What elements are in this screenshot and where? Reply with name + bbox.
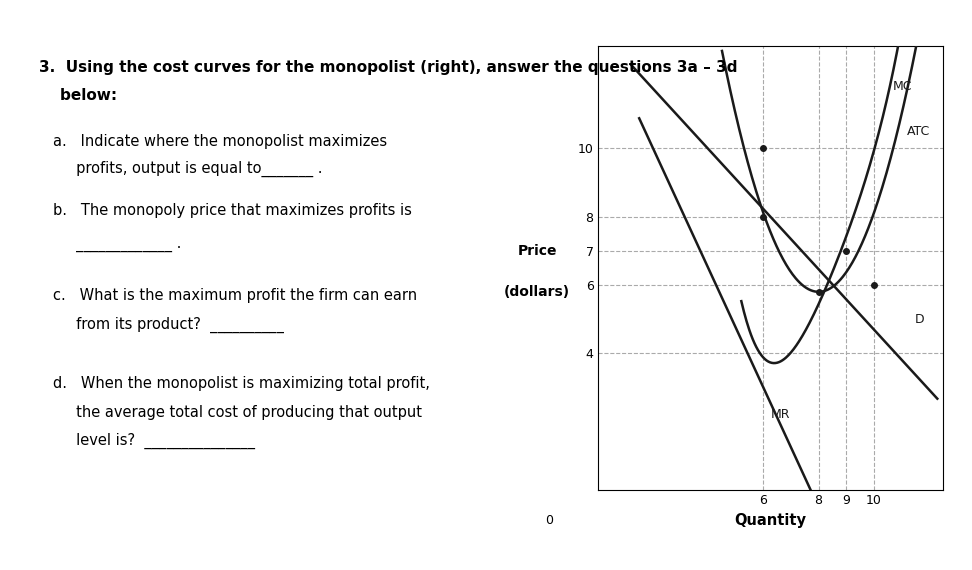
- Text: MC: MC: [893, 80, 913, 93]
- X-axis label: Quantity: Quantity: [734, 513, 807, 528]
- Text: the average total cost of producing that output: the average total cost of producing that…: [53, 405, 423, 420]
- Text: Price: Price: [517, 244, 557, 258]
- Text: profits, output is equal to_______ .: profits, output is equal to_______ .: [53, 161, 323, 177]
- Text: D: D: [916, 313, 925, 325]
- Text: a.   Indicate where the monopolist maximizes: a. Indicate where the monopolist maximiz…: [53, 134, 388, 149]
- Text: below:: below:: [39, 88, 117, 103]
- Text: d.   When the monopolist is maximizing total profit,: d. When the monopolist is maximizing tot…: [53, 376, 431, 391]
- Text: (dollars): (dollars): [504, 285, 571, 299]
- Text: level is?  _______________: level is? _______________: [53, 433, 256, 449]
- Text: c.   What is the maximum profit the firm can earn: c. What is the maximum profit the firm c…: [53, 288, 418, 303]
- Text: ATC: ATC: [907, 125, 930, 137]
- Text: b.   The monopoly price that maximizes profits is: b. The monopoly price that maximizes pro…: [53, 203, 412, 218]
- Text: MR: MR: [770, 409, 790, 421]
- Text: 3.  Using the cost curves for the monopolist (right), answer the questions 3a – : 3. Using the cost curves for the monopol…: [39, 60, 738, 75]
- Text: _____________ .: _____________ .: [53, 238, 182, 253]
- Text: 0: 0: [545, 514, 553, 527]
- Text: from its product?  __________: from its product? __________: [53, 316, 285, 332]
